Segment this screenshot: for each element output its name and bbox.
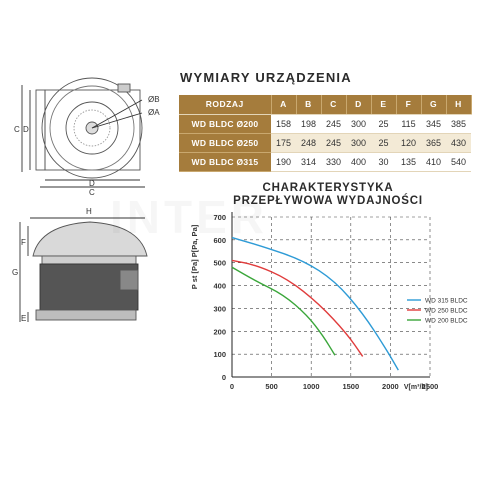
label-d-left: D: [23, 125, 29, 134]
label-f: F: [21, 238, 26, 247]
y-tick-label: 600: [213, 236, 226, 245]
side-view-terminal-box: [119, 269, 139, 291]
table-row: WD BLDC Ø315 190 314 330 400 30 135 410 …: [179, 152, 471, 172]
table-header-cell: E: [371, 95, 397, 115]
table-cell: 115: [396, 114, 421, 134]
x-tick-label: 2500: [422, 382, 439, 391]
table-cell: 158: [271, 114, 296, 134]
leader-a: [91, 112, 143, 129]
y-axis-label: P st [Pa] P[Pa, Pa]: [190, 224, 199, 289]
side-view-hood: [32, 221, 148, 257]
table-header-cell: F: [396, 95, 422, 115]
series-line-wd-315-bldc: [231, 236, 399, 371]
side-view-drawing: [19, 217, 148, 322]
table-header-cell: A: [271, 95, 297, 115]
legend-label: WD 200 BLDC: [425, 318, 468, 325]
table-cell: 30: [371, 152, 396, 172]
x-axis-label: V[m³/h]: [404, 384, 428, 391]
y-tick-label: 0: [222, 373, 226, 382]
chart-title: CHARAKTERYSTYKA PRZEPŁYWOWA WYDAJNOŚCI: [228, 182, 428, 208]
y-tick-label: 100: [213, 350, 226, 359]
table-cell: 345: [421, 114, 446, 134]
table-cell: 410: [421, 152, 446, 172]
label-c-bottom: C: [89, 188, 95, 197]
series-line-wd-250-bldc: [231, 259, 364, 357]
label-e: E: [21, 314, 26, 323]
top-view-impeller: [65, 101, 119, 155]
top-view-outer-circle: [41, 77, 143, 179]
table-cell: 245: [321, 133, 346, 153]
table-row-label: WD BLDC Ø200: [179, 114, 271, 134]
table-header-cell: H: [446, 95, 472, 115]
table-cell: 365: [421, 133, 446, 153]
label-h: H: [86, 207, 92, 216]
x-tick-label: 0: [230, 382, 234, 391]
chart-title-line: CHARAKTERYSTYKA: [262, 182, 394, 194]
label-a: ØA: [148, 108, 160, 117]
label-d-bottom: D: [89, 179, 95, 188]
x-tick-label: 1500: [342, 382, 359, 391]
table-cell: 300: [346, 133, 371, 153]
table-cell: 300: [346, 114, 371, 134]
side-view-lip: [41, 255, 137, 265]
table-cell: 430: [446, 133, 471, 153]
table-cell: 198: [296, 114, 321, 134]
table-cell: 190: [271, 152, 296, 172]
top-view-terminal-box: [117, 83, 131, 93]
drawing-labels: ØB ØA C D C D H F G E: [12, 95, 160, 323]
chart-title-line: PRZEPŁYWOWA WYDAJNOŚCI: [233, 195, 423, 207]
table-row: WD BLDC Ø200 158 198 245 300 25 115 345 …: [179, 114, 471, 134]
table-header-cell: G: [421, 95, 447, 115]
table-cell: 120: [396, 133, 421, 153]
legend-label: WD 315 BLDC: [425, 298, 468, 305]
table-row-label: WD BLDC Ø250: [179, 133, 271, 153]
leader-b: [91, 99, 143, 129]
top-view-drawing: [21, 77, 145, 188]
table-cell: 245: [321, 114, 346, 134]
table-cell: 135: [396, 152, 421, 172]
dimensions-title: WYMIARY URZĄDZENIA: [180, 70, 352, 85]
y-tick-label: 200: [213, 327, 226, 336]
table-cell: 175: [271, 133, 296, 153]
table-header-row: RODZAJ A B C D E F G H: [179, 95, 472, 115]
table-cell: 25: [371, 133, 396, 153]
top-view-blades: [73, 109, 111, 147]
table-cell: 400: [346, 152, 371, 172]
table-header-cell: C: [321, 95, 347, 115]
series-line-wd-200-bldc: [231, 266, 336, 356]
table-cell: 25: [371, 114, 396, 134]
table-row: WD BLDC Ø250 175 248 245 300 25 120 365 …: [179, 133, 471, 153]
table-cell: 330: [321, 152, 346, 172]
performance-chart: 0 500 1000 1500 2000 2500 0 100 200 300 400 500 600 7…: [190, 212, 468, 391]
top-view-ring: [49, 85, 135, 171]
label-g: G: [12, 268, 18, 277]
y-tick-label: 400: [213, 282, 226, 291]
table-header-cell: RODZAJ: [179, 95, 272, 115]
table-row-label: WD BLDC Ø315: [179, 152, 271, 172]
dimensions-table: RODZAJ A B C D E F G H WD BLDC Ø200 158 …: [179, 95, 472, 172]
y-tick-label: 700: [213, 213, 226, 222]
table-cell: 540: [446, 152, 471, 172]
x-tick-label: 1000: [303, 382, 320, 391]
y-tick-label: 500: [213, 259, 226, 268]
y-tick-label: 300: [213, 304, 226, 313]
x-tick-label: 500: [265, 382, 278, 391]
label-c-left: C: [14, 125, 20, 134]
table-cell: 248: [296, 133, 321, 153]
side-view-base: [35, 309, 137, 321]
legend-label: WD 250 BLDC: [425, 308, 468, 315]
x-tick-label: 2000: [382, 382, 399, 391]
label-b: ØB: [148, 95, 160, 104]
top-view-flange-left: [35, 89, 46, 171]
table-cell: 385: [446, 114, 471, 134]
table-header-cell: B: [296, 95, 322, 115]
table-header-cell: D: [346, 95, 372, 115]
table-cell: 314: [296, 152, 321, 172]
